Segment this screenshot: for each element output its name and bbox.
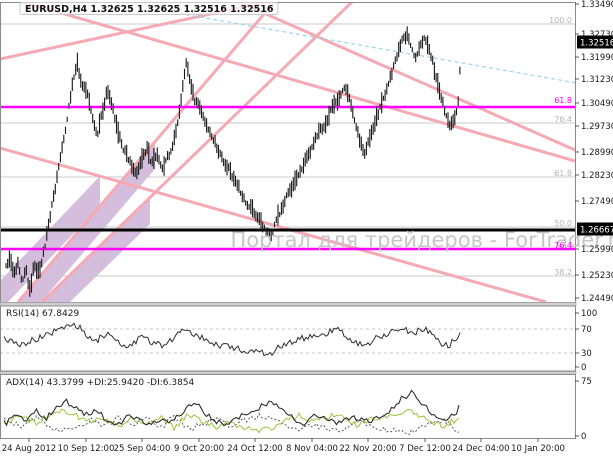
current-price-tag-label: 1.26667 <box>580 226 613 236</box>
rsi-label: RSI(14) 67.8429 <box>6 309 79 319</box>
rsi-scale: 100 70 30 0 <box>575 309 597 373</box>
adx-scale-label: 0 <box>581 432 586 442</box>
minus-di-line <box>3 412 460 436</box>
adx-series <box>3 389 460 436</box>
main-chart-decorations <box>0 0 575 302</box>
price-axis-label: 1.31990 <box>581 53 613 63</box>
price-axis-label: 1.25990 <box>581 245 613 255</box>
fib-label-magenta: 61.8 <box>554 96 572 105</box>
pink-trendline[interactable] <box>234 0 575 152</box>
channel-band-2 <box>1 176 100 302</box>
time-axis-label: 10 Jan 20:00 <box>511 444 565 454</box>
price-axis-label: 1.28230 <box>581 171 613 181</box>
price-axis-label: 1.27490 <box>581 197 613 207</box>
fib-level-labels: 100.0 76.4 61.8 50.0 38.2 61.8 76.4 <box>549 16 572 277</box>
time-axis-label: 7 Dec 12:00 <box>399 444 451 454</box>
price-axis-label: 1.31230 <box>581 75 613 85</box>
symbol-title: EURUSD,H4 1.32625 1.32625 1.32516 1.3251… <box>25 4 274 15</box>
rsi-panel[interactable] <box>0 305 576 372</box>
price-axis-label: 1.25230 <box>581 271 613 281</box>
title-box <box>19 2 279 15</box>
pink-trendline[interactable] <box>16 0 575 163</box>
pink-trendline[interactable] <box>0 146 547 302</box>
time-axis-label: 24 Aug 2012 <box>2 444 56 454</box>
rsi-scale-label: 100 <box>581 309 597 319</box>
price-axis-label: 1.30490 <box>581 99 613 109</box>
price-axis-label: 1.28990 <box>581 148 613 158</box>
current-price-tags: 1.32516 1.26667 <box>577 35 613 236</box>
watermark: Портал для трейдеров - ForTrader.ru <box>230 228 613 252</box>
current-price-tag-box <box>577 222 613 236</box>
time-axis-label: 22 Nov 20:00 <box>339 444 396 454</box>
price-axis-label: 1.32730 <box>581 30 613 40</box>
price-axis[interactable]: 1.33490 1.32730 1.31990 1.31230 1.30490 1.297… <box>575 0 613 304</box>
fib-label-gray: 61.8 <box>554 169 572 178</box>
time-axis-label: 25 Sep 04:00 <box>114 444 171 454</box>
time-axis-label: 10 Sep 12:00 <box>58 444 115 454</box>
rsi-line <box>3 322 461 357</box>
pink-trendline[interactable] <box>40 0 354 302</box>
panel-separator-1[interactable] <box>0 302 577 307</box>
price-axis-label: 1.29730 <box>581 122 613 132</box>
fib-label-gray: 50.0 <box>554 219 572 228</box>
adx-label: ADX(14) 43.3799 +DI:25.9420 -DI:6.3854 <box>6 378 195 388</box>
time-axis-label: 9 Oct 20:00 <box>174 444 224 454</box>
time-axis-label: 8 Nov 04:00 <box>286 444 338 454</box>
time-axis-label: 24 Oct 12:00 <box>227 444 282 454</box>
adx-scale-label: 75 <box>581 377 592 387</box>
current-price-tag-label: 1.32516 <box>580 39 613 49</box>
rsi-scale-label: 70 <box>581 325 592 335</box>
price-axis-label: 1.24490 <box>581 294 613 304</box>
fib-label-gray: 100.0 <box>549 16 572 25</box>
fib-label-gray: 76.4 <box>554 115 572 124</box>
fib-label-magenta: 76.4 <box>554 241 572 250</box>
adx-line <box>3 389 460 427</box>
adx-scale: 75 0 <box>575 377 592 442</box>
current-price-tag-box <box>577 35 613 49</box>
price-axis-label: 1.33490 <box>581 0 613 10</box>
rsi-scale-label: 0 <box>581 363 586 373</box>
candlestick-series <box>5 26 461 297</box>
time-axis-label: 24 Dec 04:00 <box>452 444 509 454</box>
rsi-series <box>1 322 575 357</box>
time-axis[interactable]: 24 Aug 2012 10 Sep 12:00 25 Sep 04:00 9 Oct… <box>2 438 565 455</box>
price-bars <box>5 26 461 297</box>
fib-label-gray: 38.2 <box>554 268 572 277</box>
rsi-scale-label: 30 <box>581 349 592 359</box>
